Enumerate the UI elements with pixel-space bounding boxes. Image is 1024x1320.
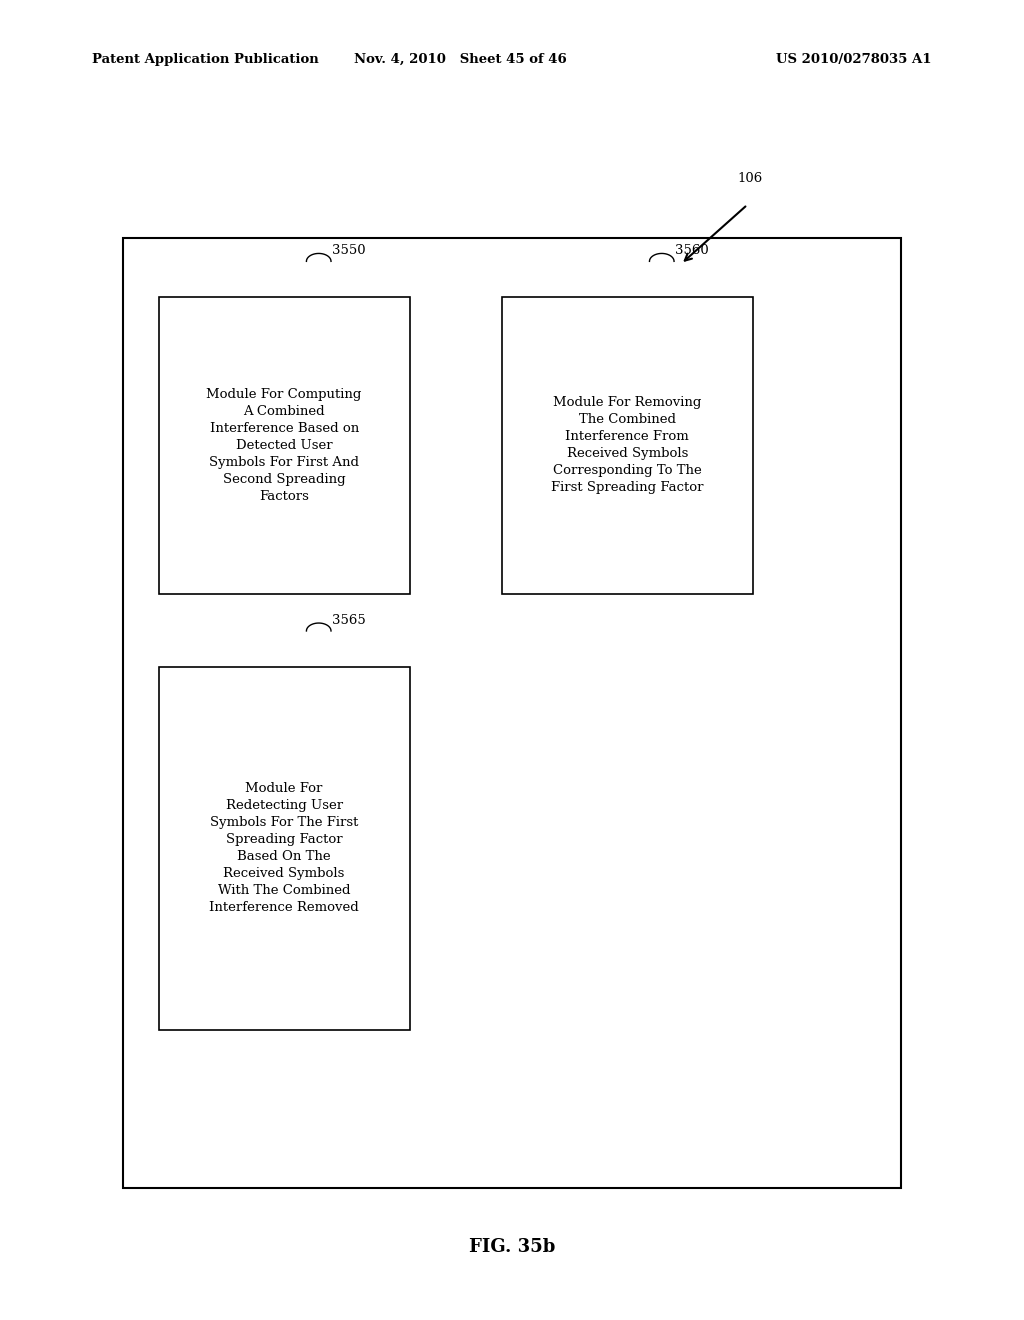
Text: FIG. 35b: FIG. 35b	[469, 1238, 555, 1257]
Text: Module For
Redetecting User
Symbols For The First
Spreading Factor
Based On The
: Module For Redetecting User Symbols For …	[209, 781, 359, 913]
FancyBboxPatch shape	[502, 297, 753, 594]
FancyBboxPatch shape	[159, 667, 410, 1030]
Text: 3565: 3565	[332, 614, 366, 627]
Text: 106: 106	[737, 172, 763, 185]
FancyBboxPatch shape	[159, 297, 410, 594]
Text: 3550: 3550	[332, 244, 366, 257]
Text: Module For Removing
The Combined
Interference From
Received Symbols
Correspondin: Module For Removing The Combined Interfe…	[551, 396, 703, 495]
Text: Patent Application Publication: Patent Application Publication	[92, 53, 318, 66]
FancyBboxPatch shape	[123, 238, 901, 1188]
Text: Nov. 4, 2010   Sheet 45 of 46: Nov. 4, 2010 Sheet 45 of 46	[354, 53, 567, 66]
Text: US 2010/0278035 A1: US 2010/0278035 A1	[776, 53, 932, 66]
Text: 3560: 3560	[675, 244, 709, 257]
Text: Module For Computing
A Combined
Interference Based on
Detected User
Symbols For : Module For Computing A Combined Interfer…	[207, 388, 361, 503]
